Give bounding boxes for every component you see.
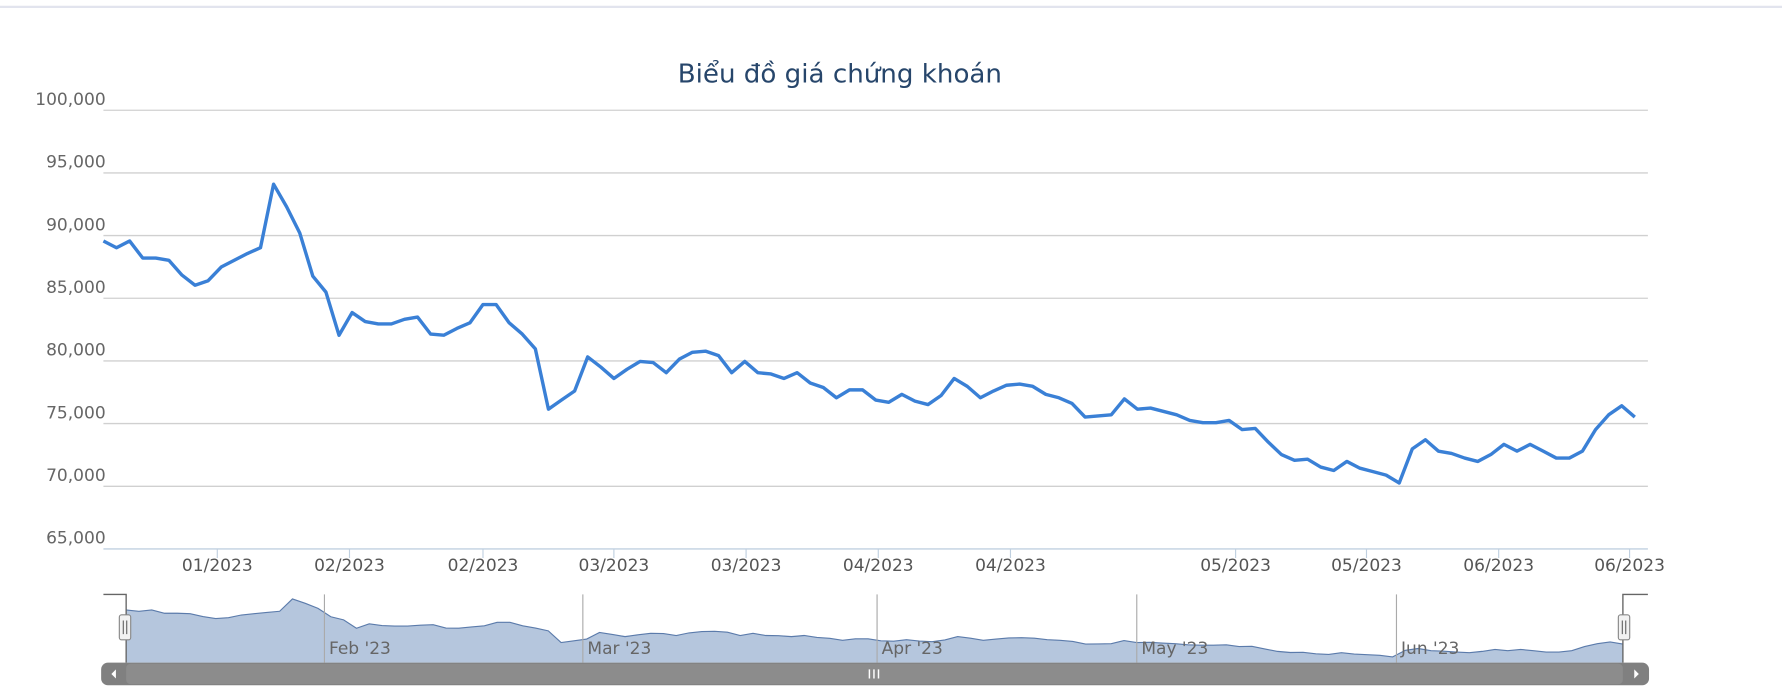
plot-area: 65,000 70,000 75,000 80,000 85,000 90,000 95,0… [35, 90, 1665, 576]
navigator-tick-label: Feb '23 [329, 639, 391, 659]
y-tick-label: 80,000 [46, 341, 106, 361]
x-tick-label: 01/2023 [182, 556, 253, 576]
navigator-tick-label: Jun '23 [1400, 639, 1459, 659]
y-tick-label: 95,000 [46, 153, 106, 173]
y-tick-label: 100,000 [35, 90, 105, 110]
handle-grip [122, 620, 128, 635]
x-tick-label: 06/2023 [1594, 556, 1665, 576]
navigator-tick-label: Mar '23 [587, 639, 651, 659]
navigator-tick-label: May '23 [1141, 639, 1208, 659]
x-tick-label: 06/2023 [1463, 556, 1534, 576]
y-tick-label: 65,000 [46, 529, 106, 549]
navigator[interactable]: Feb '23 Mar '23 Apr '23 May '23 Jun '23 [101, 593, 1650, 686]
x-tick-label: 05/2023 [1331, 556, 1402, 576]
x-tick-label: 03/2023 [711, 556, 782, 576]
x-tick-label: 03/2023 [578, 556, 649, 576]
y-tick-label: 85,000 [46, 278, 106, 298]
navigator-handle[interactable] [118, 614, 132, 641]
x-tick-label: 02/2023 [314, 556, 385, 576]
price-line [102, 182, 1636, 485]
navigator-line [126, 598, 1623, 658]
scroll-right-arrow[interactable] [1634, 669, 1639, 679]
scrollbar-grip [868, 669, 880, 679]
scroll-left-arrow[interactable] [111, 669, 116, 679]
x-tick-label: 04/2023 [975, 556, 1046, 576]
x-tick-label: 02/2023 [448, 556, 519, 576]
handle-grip [1621, 620, 1627, 635]
y-tick-label: 75,000 [46, 403, 106, 423]
y-tick-label: 90,000 [46, 215, 106, 235]
chart-title: Biểu đồ giá chứng khoán [678, 59, 1002, 90]
y-tick-label: 70,000 [46, 466, 106, 486]
navigator-tick-label: Apr '23 [882, 639, 943, 659]
x-tick-label: 04/2023 [843, 556, 914, 576]
x-tick-label: 05/2023 [1200, 556, 1271, 576]
navigator-handle[interactable] [1617, 614, 1631, 641]
